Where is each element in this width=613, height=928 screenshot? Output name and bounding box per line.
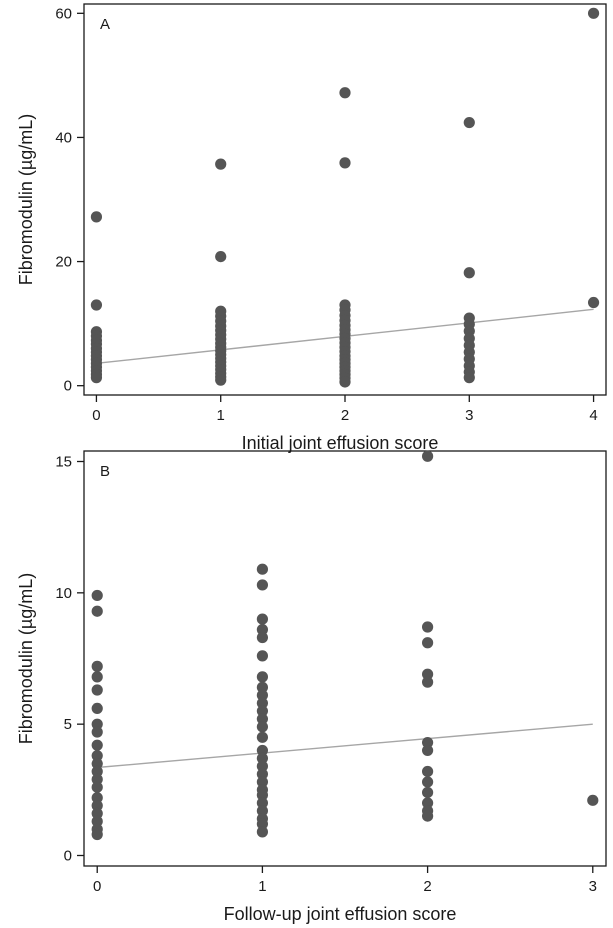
- x-tick-label: 2: [341, 407, 349, 424]
- data-point: [91, 757, 103, 770]
- data-point: [256, 721, 269, 733]
- y-tick-label: 60: [55, 5, 72, 22]
- data-point: [421, 621, 434, 633]
- data-point: [91, 792, 103, 804]
- x-tick-label: 2: [423, 878, 431, 895]
- y-tick-label: 5: [64, 716, 72, 733]
- data-point: [91, 718, 103, 730]
- data-point: [91, 807, 103, 820]
- y-axis-title: Fibromodulin (µg/mL): [16, 114, 36, 285]
- data-point: [421, 668, 434, 680]
- data-point: [91, 739, 103, 751]
- data-point: [91, 684, 103, 696]
- fit-line: [97, 723, 593, 769]
- data-point: [215, 250, 227, 263]
- data-point: [256, 776, 269, 788]
- data-point: [421, 765, 434, 778]
- data-point: [91, 671, 103, 683]
- scatter-panel-b: 0 5 10 15 0 1 2 3 Follow-up joint effusion score…: [16, 450, 607, 924]
- data-point: [256, 752, 269, 764]
- data-point: [256, 689, 269, 701]
- panel-label: B: [100, 463, 110, 480]
- data-point: [256, 579, 269, 591]
- data-point: [91, 765, 103, 778]
- data-point: [215, 158, 227, 170]
- data-point: [91, 589, 103, 602]
- data-point: [256, 671, 269, 683]
- data-point: [421, 736, 434, 749]
- y-tick-label: 10: [55, 585, 72, 602]
- data-point: [421, 797, 434, 809]
- data-point: [256, 650, 269, 662]
- y-tick-label: 15: [55, 454, 72, 471]
- x-tick-label: 1: [258, 878, 266, 895]
- panel-label: A: [100, 16, 110, 33]
- y-tick-label: 0: [64, 378, 72, 395]
- data-point: [256, 613, 269, 625]
- y-axis-title: Fibromodulin (µg/mL): [16, 573, 36, 744]
- data-point: [256, 681, 269, 693]
- data-point: [339, 157, 351, 169]
- data-point: [587, 794, 599, 806]
- x-tick-label: 3: [465, 407, 473, 424]
- data-point: [91, 750, 103, 762]
- data-point: [256, 624, 269, 636]
- x-tick-label: 4: [589, 407, 597, 424]
- plot-frame: [83, 450, 607, 867]
- data-point: [339, 376, 351, 388]
- data-point: [91, 726, 103, 738]
- data-point: [90, 299, 103, 311]
- data-point: [256, 713, 269, 725]
- data-point: [256, 789, 269, 801]
- data-point: [256, 797, 269, 809]
- data-point: [256, 805, 269, 817]
- data-point: [215, 374, 227, 386]
- data-point: [91, 828, 103, 841]
- data-point: [256, 826, 269, 838]
- data-point: [256, 705, 269, 717]
- data-point: [256, 818, 269, 830]
- scatter-panel-a: 0 20 40 60 0 1 2 3 4 Initial joint effusion score…: [16, 3, 607, 453]
- data-point: [90, 372, 103, 384]
- data-point: [421, 744, 434, 757]
- data-point: [256, 631, 269, 644]
- data-point: [587, 7, 600, 19]
- data-point: [256, 731, 269, 743]
- data-point: [256, 768, 269, 780]
- data-point: [587, 296, 600, 309]
- data-point: [339, 87, 351, 99]
- x-tick-label: 1: [217, 407, 225, 424]
- x-tick-label: 3: [589, 878, 597, 895]
- x-tick-label: 0: [92, 407, 100, 424]
- data-point: [421, 450, 434, 462]
- data-point: [90, 211, 103, 223]
- x-axis-title: Follow-up joint effusion score: [224, 904, 457, 924]
- data-point: [91, 773, 103, 785]
- data-point: [256, 760, 269, 772]
- data-point: [421, 810, 434, 822]
- data-point: [91, 799, 103, 812]
- data-point: [463, 116, 475, 129]
- data-point: [91, 605, 103, 617]
- y-tick-label: 40: [55, 129, 72, 146]
- data-point: [256, 744, 269, 757]
- data-point: [256, 563, 269, 575]
- data-point: [421, 676, 434, 688]
- data-point: [91, 702, 103, 715]
- data-point: [463, 372, 475, 384]
- x-axis-title: Initial joint effusion score: [242, 433, 439, 453]
- x-tick-label: 0: [93, 878, 101, 895]
- data-point: [421, 776, 434, 788]
- data-point: [91, 660, 103, 672]
- data-point: [256, 697, 269, 709]
- data-point: [91, 781, 103, 793]
- data-point: [91, 815, 103, 827]
- data-point: [463, 267, 475, 279]
- data-point: [421, 786, 434, 799]
- y-tick-label: 0: [64, 847, 72, 864]
- data-point: [421, 637, 434, 649]
- y-tick-label: 20: [55, 254, 72, 271]
